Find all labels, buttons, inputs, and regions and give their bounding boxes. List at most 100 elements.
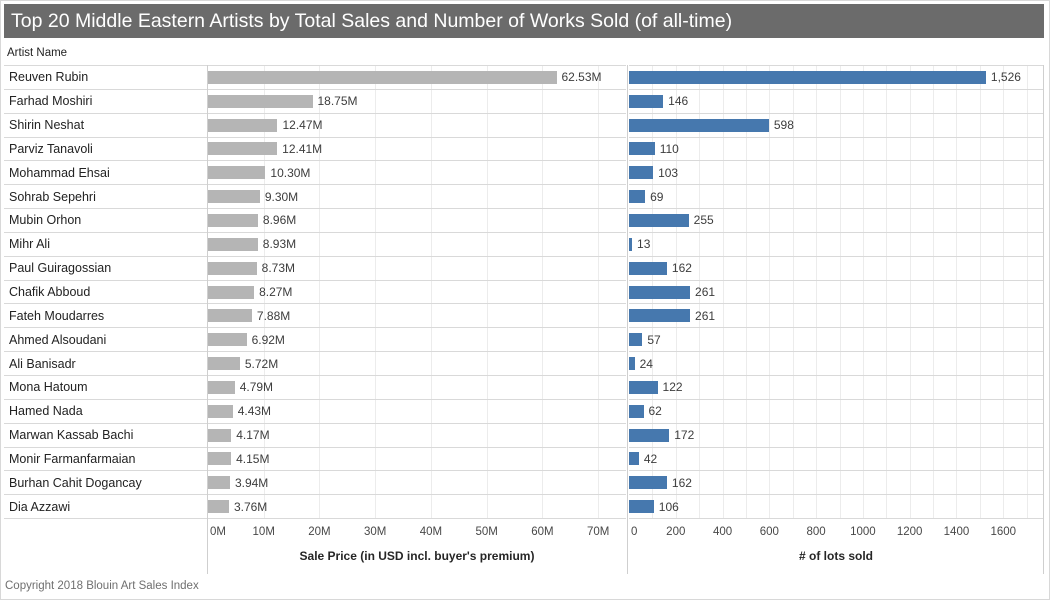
artist-name[interactable]: Fateh Moudarres (4, 304, 208, 329)
sales-bar[interactable] (208, 309, 252, 323)
lots-bar[interactable] (629, 380, 658, 394)
artist-name[interactable]: Farhad Moshiri (4, 90, 208, 114)
artist-name[interactable]: Mihr Ali (4, 233, 208, 257)
lots-bar[interactable] (629, 333, 643, 347)
artist-name[interactable]: Mubin Orhon (4, 209, 208, 233)
lots-axis-tick: 800 (806, 526, 826, 538)
artist-name[interactable]: Ali Banisadr (4, 352, 208, 376)
sales-axis-tick: 30M (364, 526, 387, 538)
lots-bar[interactable] (629, 428, 670, 442)
artist-name[interactable]: Paul Guiragossian (4, 257, 208, 281)
lots-bar[interactable] (629, 261, 667, 275)
artist-name[interactable]: Burhan Cahit Dogancay (4, 471, 208, 496)
lots-bar[interactable] (629, 166, 654, 180)
artist-name[interactable]: Sohrab Sepehri (4, 185, 208, 210)
lots-bar[interactable] (629, 94, 664, 108)
sales-bar[interactable] (208, 70, 557, 84)
lots-bar-row: 261 (629, 281, 1043, 305)
gridline (375, 66, 377, 519)
artist-name[interactable]: Dia Azzawi (4, 495, 208, 520)
sales-bar[interactable] (208, 357, 240, 371)
lots-value-label: 24 (639, 356, 653, 371)
artist-name[interactable]: Shirin Neshat (4, 114, 208, 138)
sales-bar[interactable] (208, 142, 278, 156)
lots-bar[interactable] (629, 118, 769, 132)
sales-value-label: 8.73M (261, 261, 295, 276)
sales-axis: Sale Price (in USD incl. buyer's premium… (208, 519, 626, 574)
sales-axis-tick: 70M (586, 526, 610, 538)
artist-name[interactable]: Chafik Abboud (4, 281, 208, 305)
lots-bar[interactable] (629, 309, 691, 323)
gridline (909, 66, 911, 519)
sales-bar-row: 8.27M (208, 281, 626, 305)
sales-bar[interactable] (208, 428, 232, 442)
sales-axis-tick: 20M (308, 526, 331, 538)
copyright-text: Copyright 2018 Blouin Art Sales Index (5, 580, 199, 592)
lots-bar[interactable] (629, 357, 635, 371)
lots-bar[interactable] (629, 500, 654, 514)
artist-name[interactable]: Monir Farmanfarmaian (4, 448, 208, 472)
sales-bar-row: 5.72M (208, 352, 626, 376)
lots-bar[interactable] (629, 142, 655, 156)
sales-bar-row: 10.30M (208, 161, 626, 186)
lots-value-label: 1,526 (990, 70, 1021, 85)
gridline (839, 66, 841, 519)
artist-name[interactable]: Mohammad Ehsai (4, 161, 208, 186)
sales-bar-row: 8.73M (208, 257, 626, 281)
sales-bar[interactable] (208, 333, 247, 347)
lots-axis-tick: 1600 (990, 526, 1017, 538)
lots-bar-row: 162 (629, 257, 1043, 281)
sales-value-label: 8.93M (262, 237, 297, 252)
lots-bar[interactable] (629, 70, 986, 84)
lots-bar-row: 13 (629, 233, 1043, 257)
sales-bar[interactable] (208, 213, 258, 227)
pane-border (207, 65, 208, 574)
sales-value-label: 12.47M (282, 118, 323, 133)
sales-bar[interactable] (208, 237, 258, 251)
sales-bar[interactable] (208, 166, 266, 180)
lots-axis-tick: 200 (666, 526, 686, 538)
sales-axis-title: Sale Price (in USD incl. buyer's premium… (299, 549, 535, 563)
sales-bar-row: 8.93M (208, 233, 626, 257)
sales-bar[interactable] (208, 94, 313, 108)
lots-bar[interactable] (629, 452, 639, 466)
sales-bar[interactable] (208, 118, 278, 132)
sales-bar-row: 9.30M (208, 185, 626, 210)
artist-name[interactable]: Parviz Tanavoli (4, 138, 208, 162)
gridline (430, 66, 432, 519)
sales-bar[interactable] (208, 452, 232, 466)
sales-value-label: 3.94M (234, 475, 269, 490)
lots-bar-row: 172 (629, 424, 1043, 448)
sales-bar[interactable] (208, 380, 235, 394)
lots-axis-tick: 1200 (896, 526, 923, 538)
main-title: Top 20 Middle Eastern Artists by Total S… (4, 4, 1044, 38)
sales-value-label: 7.88M (256, 308, 291, 323)
lots-bar[interactable] (629, 285, 691, 299)
lots-bar[interactable] (629, 237, 633, 251)
sales-value-label: 8.27M (259, 285, 293, 300)
sales-bar[interactable] (208, 500, 229, 514)
artist-name[interactable]: Reuven Rubin (4, 66, 208, 90)
sales-bar[interactable] (208, 404, 233, 418)
sales-value-label: 12.41M (282, 141, 323, 156)
sales-bar-row: 6.92M (208, 328, 626, 353)
gridline (542, 66, 544, 519)
artist-name-column-header: Artist Name (7, 47, 68, 59)
artist-name[interactable]: Hamed Nada (4, 400, 208, 424)
lots-bar-row: 106 (629, 495, 1043, 520)
artist-name[interactable]: Mona Hatoum (4, 376, 208, 400)
lots-bar[interactable] (629, 404, 644, 418)
lots-bar[interactable] (629, 190, 646, 204)
gridline (699, 66, 701, 519)
lots-bar[interactable] (629, 476, 667, 490)
lots-value-label: 162 (671, 475, 692, 490)
artist-name[interactable]: Ahmed Alsoudani (4, 328, 208, 353)
sales-bar[interactable] (208, 476, 230, 490)
gridline (722, 66, 724, 519)
sales-bar[interactable] (208, 285, 255, 299)
sales-value-label: 10.30M (270, 165, 311, 180)
artist-name[interactable]: Marwan Kassab Bachi (4, 424, 208, 448)
sales-bar[interactable] (208, 190, 260, 204)
lots-bar[interactable] (629, 213, 689, 227)
sales-bar[interactable] (208, 261, 257, 275)
